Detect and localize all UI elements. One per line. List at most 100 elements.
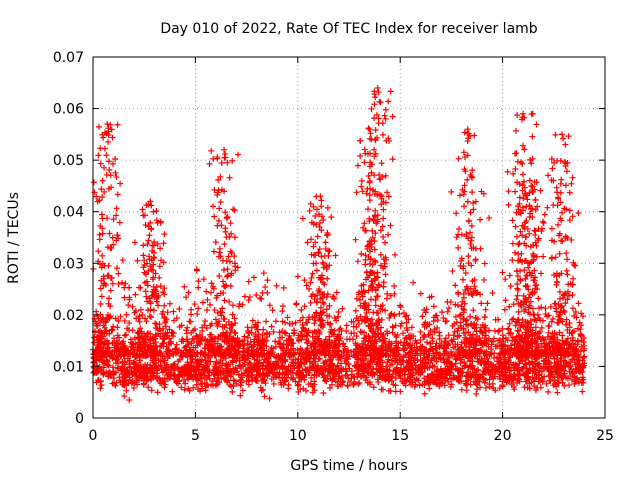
data-point: [280, 284, 287, 291]
data-point: [569, 174, 576, 181]
data-point: [472, 198, 479, 205]
data-point: [112, 382, 119, 389]
data-point: [122, 280, 129, 287]
x-tick-label: 25: [596, 428, 614, 444]
data-point: [123, 311, 130, 318]
data-point: [381, 374, 388, 381]
data-point: [315, 249, 322, 256]
data-point: [113, 265, 120, 272]
data-point: [402, 382, 409, 389]
data-point: [194, 310, 201, 317]
data-point: [275, 339, 282, 346]
data-point: [228, 383, 235, 390]
data-point: [166, 300, 173, 307]
data-point: [266, 395, 273, 402]
x-tick-label: 10: [289, 428, 307, 444]
data-point: [378, 160, 385, 167]
data-point: [335, 308, 342, 315]
data-point: [456, 192, 463, 199]
data-point: [194, 377, 201, 384]
data-point: [499, 383, 506, 390]
data-point: [354, 258, 361, 265]
data-point: [557, 189, 564, 196]
data-point: [197, 381, 204, 388]
data-point: [505, 188, 512, 195]
data-point: [550, 272, 557, 279]
data-point: [147, 368, 154, 375]
data-point: [478, 356, 485, 363]
data-point: [97, 301, 104, 308]
data-point: [206, 375, 213, 382]
data-point: [293, 301, 300, 308]
data-point: [512, 188, 519, 195]
data-point: [279, 303, 286, 310]
data-point: [294, 273, 301, 280]
data-point: [96, 231, 103, 238]
data-point: [162, 381, 169, 388]
data-point: [136, 318, 143, 325]
data-point: [211, 213, 218, 220]
data-point: [220, 266, 227, 273]
data-point: [537, 187, 544, 194]
data-point: [251, 356, 258, 363]
data-point: [210, 248, 217, 255]
data-point: [301, 376, 308, 383]
data-point: [566, 189, 573, 196]
y-tick-label: 0.02: [53, 308, 84, 324]
data-point: [318, 203, 325, 210]
data-point: [383, 295, 390, 302]
data-point: [480, 375, 487, 382]
data-point: [514, 267, 521, 274]
data-point: [355, 381, 362, 388]
x-tick-labels: 0 5 10 15 20 25: [89, 428, 614, 444]
data-point: [339, 374, 346, 381]
data-point: [258, 387, 265, 394]
data-point: [203, 288, 210, 295]
x-tick-label: 15: [391, 428, 409, 444]
data-point: [202, 351, 209, 358]
data-point: [298, 306, 305, 313]
data-point: [326, 368, 333, 375]
data-point: [445, 305, 452, 312]
data-point: [150, 369, 157, 376]
data-point: [379, 120, 386, 127]
data-point: [368, 105, 375, 112]
data-point: [226, 174, 233, 181]
data-point: [123, 387, 130, 394]
data-point: [264, 277, 271, 284]
data-point: [97, 145, 104, 152]
data-point: [533, 121, 540, 128]
data-point: [434, 376, 441, 383]
data-point: [307, 279, 314, 286]
data-point: [126, 363, 133, 370]
data-point: [422, 378, 429, 385]
data-point: [123, 373, 130, 380]
data-point: [370, 309, 377, 316]
data-point: [554, 389, 561, 396]
data-point: [416, 382, 423, 389]
data-point: [562, 364, 569, 371]
data-point: [201, 380, 208, 387]
data-point: [564, 271, 571, 278]
data-point: [325, 368, 332, 375]
data-point: [419, 313, 426, 320]
data-point: [361, 159, 368, 166]
data-point: [514, 280, 521, 287]
data-point: [148, 202, 155, 209]
data-point: [105, 138, 112, 145]
data-point: [356, 379, 363, 386]
data-point: [205, 372, 212, 379]
data-point: [97, 160, 104, 167]
data-point: [446, 369, 453, 376]
data-point: [100, 364, 107, 371]
data-point: [98, 382, 105, 389]
data-point: [327, 320, 334, 327]
data-point: [144, 373, 151, 380]
data-point: [465, 217, 472, 224]
data-point: [295, 388, 302, 395]
data-point: [170, 308, 177, 315]
data-point: [379, 131, 386, 138]
data-point: [389, 156, 396, 163]
data-point: [444, 308, 451, 315]
data-point: [548, 225, 555, 232]
